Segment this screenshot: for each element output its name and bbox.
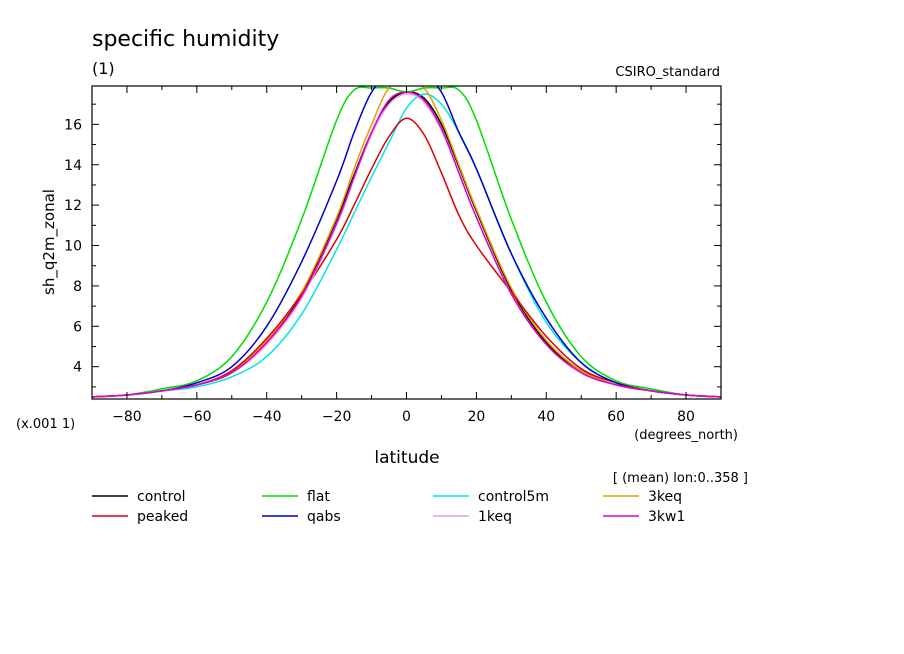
- x-axis-label: latitude: [374, 448, 439, 468]
- series-line-control: [92, 91, 721, 398]
- legend-label-control5m: control5m: [478, 489, 549, 505]
- x-tick-label: −20: [322, 409, 352, 425]
- x-tick-label: 20: [467, 409, 485, 425]
- series-line-peaked: [92, 117, 721, 398]
- averaging-note: [ (mean) lon:0..358 ]: [613, 471, 748, 486]
- legend-label-flat: flat: [307, 489, 330, 505]
- plot-frame: [91, 85, 722, 400]
- legend-label-qabs: qabs: [307, 509, 341, 525]
- legend-label-3keq: 3keq: [648, 489, 682, 505]
- y-axis-label: sh_q2m_zonal: [40, 189, 59, 295]
- series-line-control5m: [92, 93, 721, 398]
- y-tick-label: 12: [64, 198, 82, 214]
- axis-ticks: −80 −60 −40 −20 0 20 40 60 80 4 6 8 10 12 14 16: [64, 86, 722, 425]
- dataset-label: CSIRO_standard: [615, 65, 720, 80]
- x-tick-label: 80: [677, 409, 695, 425]
- legend-label-control: control: [137, 489, 186, 505]
- series-line-flat: [92, 86, 721, 398]
- x-tick-label: 60: [607, 409, 625, 425]
- series-line-1keq: [92, 93, 721, 398]
- y-tick-label: 8: [73, 279, 82, 295]
- x-tick-label: 0: [402, 409, 411, 425]
- series-line-3keq: [92, 86, 721, 398]
- y-tick-label: 4: [73, 360, 82, 376]
- chart-subtitle: (1): [92, 59, 115, 78]
- y-tick-label: 14: [64, 158, 82, 174]
- series-line-qabs: [92, 86, 721, 398]
- y-tick-label: 10: [64, 239, 82, 255]
- series-line-3kw1: [92, 91, 721, 398]
- legend: control flat control5m 3keq peaked qabs 1keq 3k…: [92, 489, 685, 525]
- y-tick-label: 6: [73, 319, 82, 335]
- legend-label-3kw1: 3kw1: [648, 509, 685, 525]
- x-tick-label: −40: [252, 409, 282, 425]
- x-tick-label: −80: [112, 409, 142, 425]
- series-lines: [92, 86, 721, 398]
- x-tick-label: −60: [182, 409, 212, 425]
- y-scale-note: (x.001 1): [16, 417, 75, 432]
- y-tick-label: 16: [64, 117, 82, 133]
- x-units-label: (degrees_north): [634, 428, 738, 443]
- legend-label-1keq: 1keq: [478, 509, 512, 525]
- legend-label-peaked: peaked: [137, 509, 188, 525]
- chart-title: specific humidity: [92, 27, 279, 52]
- x-tick-label: 40: [537, 409, 555, 425]
